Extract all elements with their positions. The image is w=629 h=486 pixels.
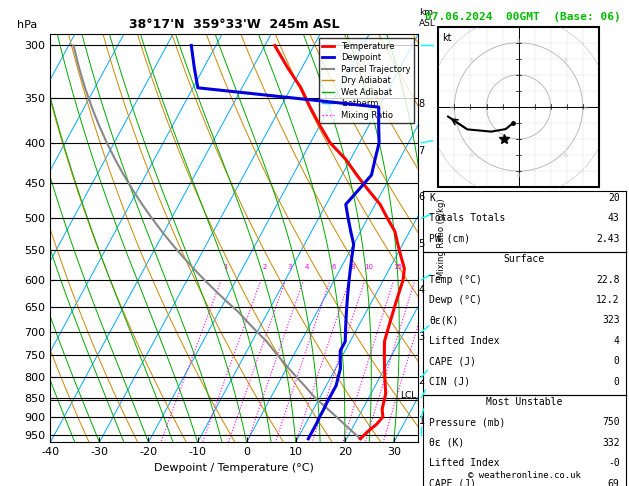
Text: PW (cm): PW (cm) (429, 234, 470, 244)
Text: Lifted Index: Lifted Index (429, 458, 499, 469)
Text: 0: 0 (614, 377, 620, 387)
Text: 4: 4 (614, 336, 620, 346)
Text: ▲: ▲ (516, 37, 521, 43)
Text: 10: 10 (364, 263, 373, 270)
Text: ▲: ▲ (449, 104, 454, 110)
Text: ▲: ▲ (564, 56, 569, 63)
Text: Mixing Ratio (g/kg): Mixing Ratio (g/kg) (437, 198, 446, 278)
Text: hPa: hPa (17, 20, 38, 30)
Text: 15: 15 (392, 263, 402, 270)
Title: 38°17'N  359°33'W  245m ASL: 38°17'N 359°33'W 245m ASL (129, 18, 340, 32)
Text: -0: -0 (608, 458, 620, 469)
Text: 7: 7 (419, 146, 425, 156)
Text: θε (K): θε (K) (429, 438, 464, 448)
Text: 5: 5 (419, 239, 425, 249)
Text: 4: 4 (419, 285, 425, 295)
X-axis label: Dewpoint / Temperature (°C): Dewpoint / Temperature (°C) (154, 463, 314, 473)
Text: 4: 4 (305, 263, 309, 270)
Text: 12.2: 12.2 (596, 295, 620, 305)
Text: ▲: ▲ (469, 151, 474, 157)
Text: 1: 1 (223, 263, 228, 270)
Text: θε(K): θε(K) (429, 315, 459, 326)
Text: 332: 332 (602, 438, 620, 448)
Text: 750: 750 (602, 417, 620, 428)
Text: ▲: ▲ (583, 104, 588, 110)
Text: © weatheronline.co.uk: © weatheronline.co.uk (468, 471, 581, 480)
Text: ▲: ▲ (469, 56, 474, 63)
Text: K: K (429, 193, 435, 203)
Text: CIN (J): CIN (J) (429, 377, 470, 387)
Text: ▲: ▲ (516, 171, 521, 177)
Text: 20: 20 (608, 193, 620, 203)
Text: LCL: LCL (401, 391, 417, 399)
Text: ▲: ▲ (564, 151, 569, 157)
Text: Totals Totals: Totals Totals (429, 213, 505, 224)
Text: Pressure (mb): Pressure (mb) (429, 417, 505, 428)
Text: kt: kt (442, 33, 451, 43)
Text: 1: 1 (419, 416, 425, 426)
Text: 69: 69 (608, 479, 620, 486)
Text: 323: 323 (602, 315, 620, 326)
Text: 3: 3 (287, 263, 291, 270)
Text: CAPE (J): CAPE (J) (429, 479, 476, 486)
Text: Surface: Surface (504, 254, 545, 264)
Text: 6: 6 (331, 263, 336, 270)
Text: 6: 6 (419, 192, 425, 202)
Text: Temp (°C): Temp (°C) (429, 275, 482, 285)
Bar (438, 27, 599, 187)
Text: 07.06.2024  00GMT  (Base: 06): 07.06.2024 00GMT (Base: 06) (425, 12, 620, 22)
Text: 22.8: 22.8 (596, 275, 620, 285)
Text: 2.43: 2.43 (596, 234, 620, 244)
Text: 43: 43 (608, 213, 620, 224)
Text: 0: 0 (614, 356, 620, 366)
Text: CAPE (J): CAPE (J) (429, 356, 476, 366)
Text: 2: 2 (262, 263, 267, 270)
Legend: Temperature, Dewpoint, Parcel Trajectory, Dry Adiabat, Wet Adiabat, Isotherm, Mi: Temperature, Dewpoint, Parcel Trajectory… (319, 38, 414, 123)
Text: km
ASL: km ASL (419, 8, 435, 28)
Text: 8: 8 (351, 263, 355, 270)
Text: 8: 8 (419, 99, 425, 109)
Text: 2: 2 (419, 376, 425, 386)
Text: Most Unstable: Most Unstable (486, 397, 562, 407)
Text: 3: 3 (419, 332, 425, 342)
Text: Dewp (°C): Dewp (°C) (429, 295, 482, 305)
Text: Lifted Index: Lifted Index (429, 336, 499, 346)
